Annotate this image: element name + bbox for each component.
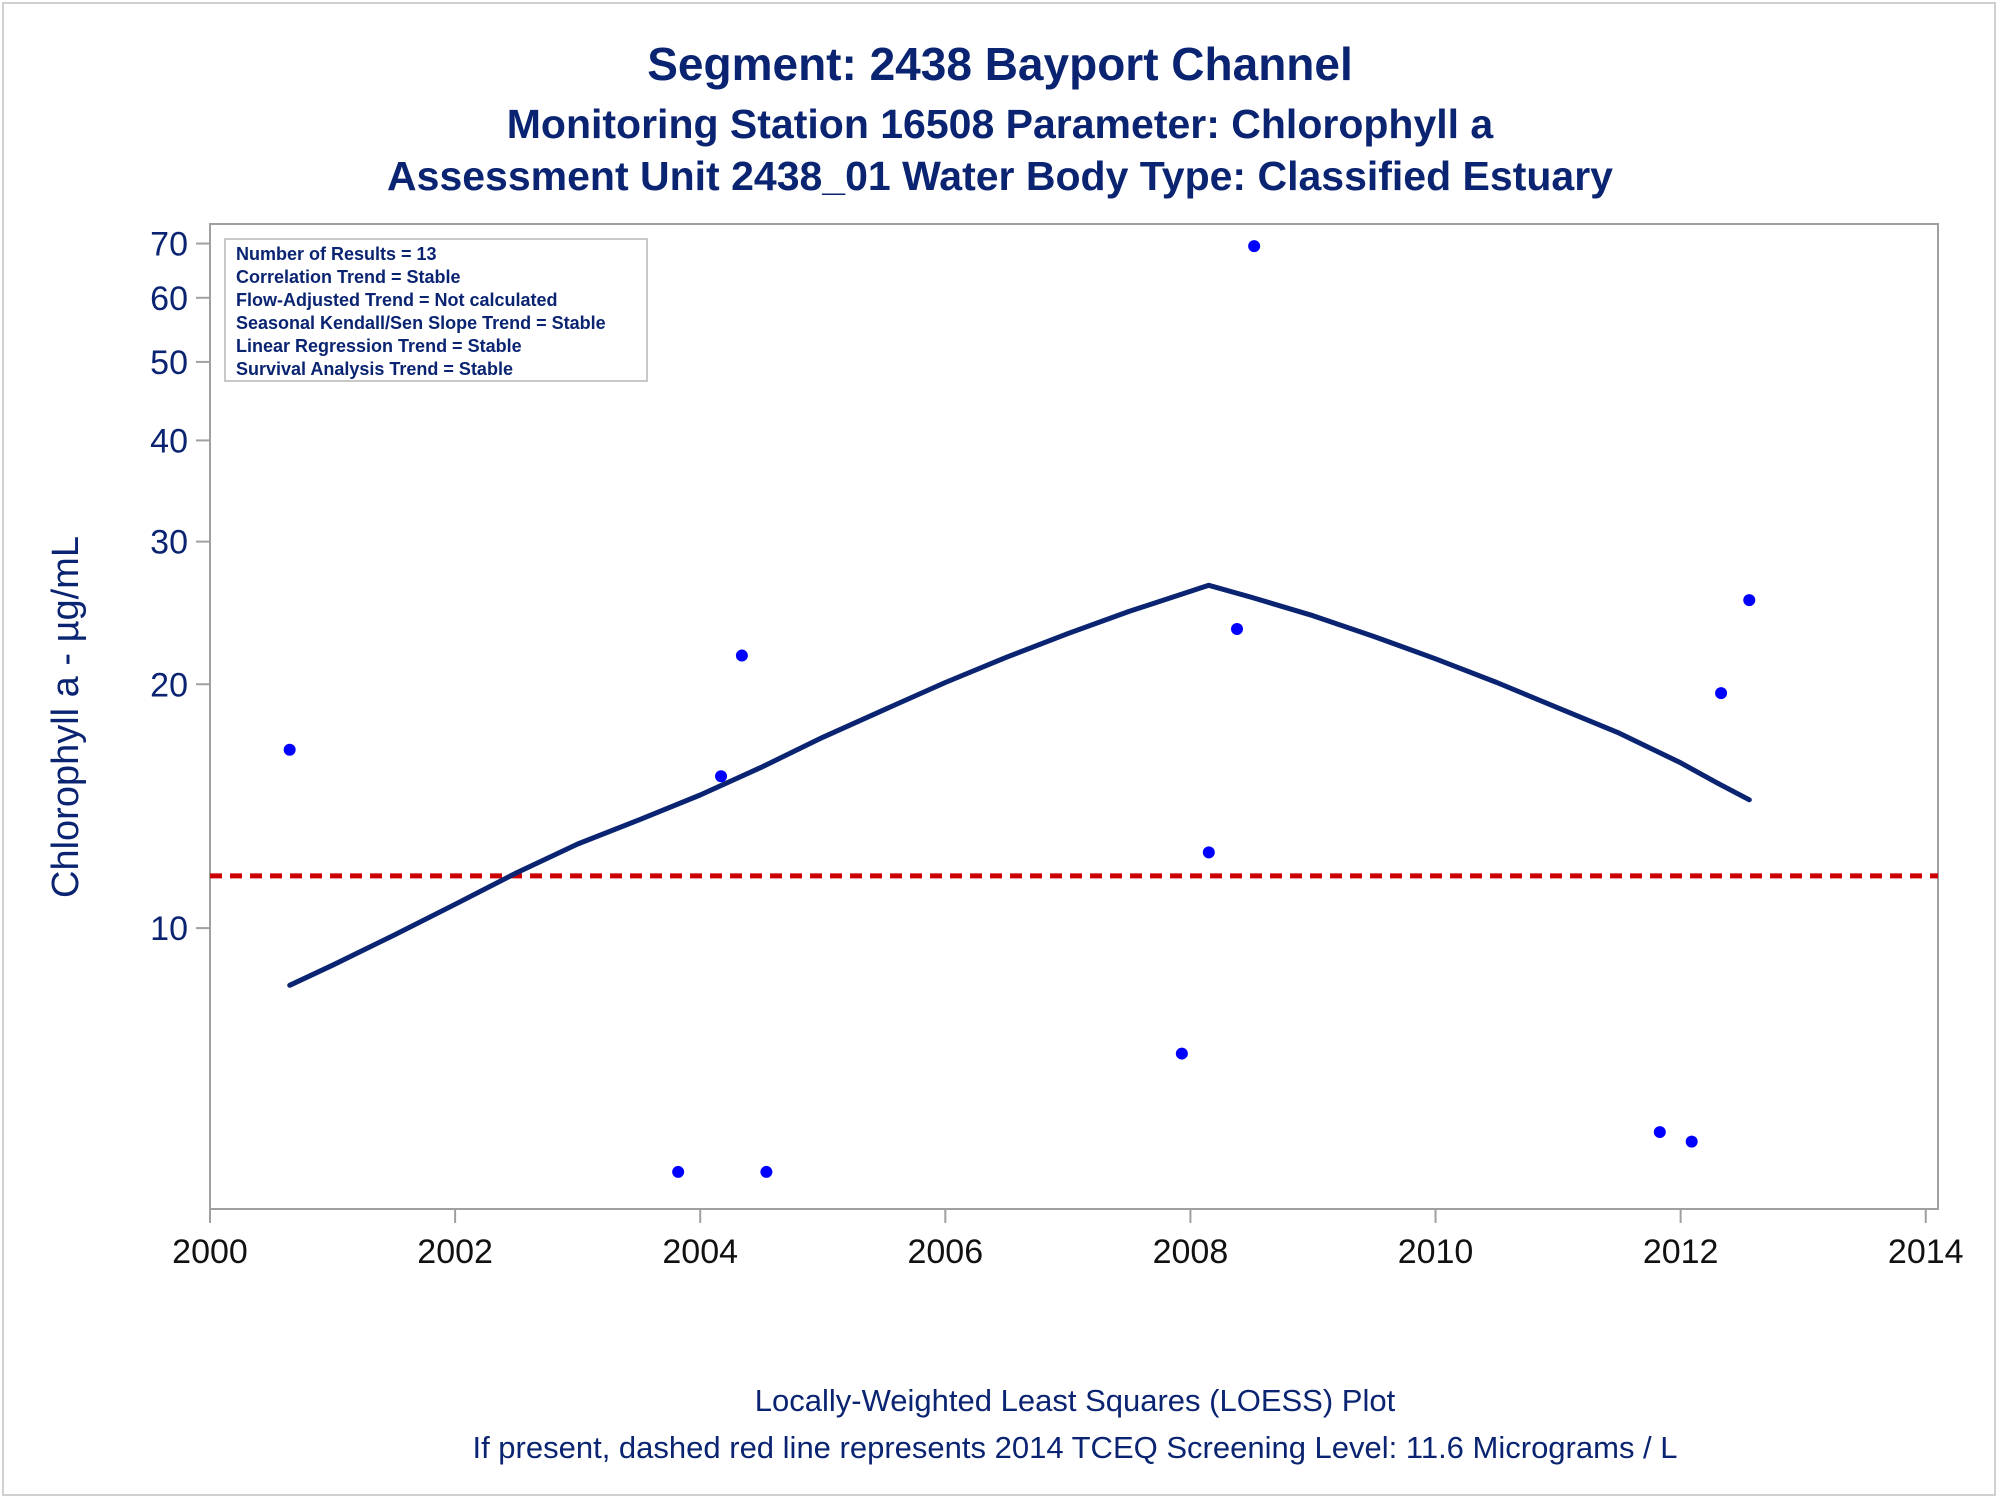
x-tick-label: 2000 — [172, 1233, 248, 1271]
x-axis: 2000 2002 2004 2006 2008 2010 2012 2014 — [172, 1209, 1964, 1271]
data-point — [1715, 687, 1728, 700]
points-layer — [283, 240, 1756, 1178]
stats-line: Survival Analysis Trend = Stable — [236, 359, 513, 379]
y-tick-label: 40 — [150, 422, 188, 460]
y-tick-label: 70 — [150, 226, 188, 264]
stats-box-frame — [224, 238, 648, 382]
y-axis-label: Chlorophyll a - µg/mL — [45, 536, 87, 898]
chart-subtitle-2: Assessment Unit 2438_01 Water Body Type:… — [387, 153, 1613, 199]
y-tick-label: 10 — [150, 910, 188, 948]
x-tick-label: 2012 — [1643, 1233, 1719, 1271]
data-point — [1743, 594, 1756, 607]
data-point — [1653, 1126, 1666, 1139]
chart-subtitle: Monitoring Station 16508 Parameter: Chlo… — [507, 101, 1495, 147]
data-point — [1230, 623, 1243, 636]
y-tick-label: 30 — [150, 524, 188, 562]
x-tick-label: 2008 — [1153, 1233, 1229, 1271]
stats-line: Correlation Trend = Stable — [236, 267, 461, 287]
loess-layer — [287, 582, 1752, 988]
data-point — [1685, 1135, 1698, 1148]
plot-area — [209, 223, 1939, 1210]
data-point — [715, 770, 728, 783]
data-point — [760, 1165, 773, 1178]
x-tick-label: 2014 — [1888, 1233, 1964, 1271]
stats-box: Number of Results = 13 Correlation Trend … — [224, 238, 648, 382]
x-tick-label: 2004 — [662, 1233, 738, 1271]
stats-line: Number of Results = 13 — [236, 244, 437, 264]
x-tick-label: 2002 — [417, 1233, 493, 1271]
y-tick-label: 50 — [150, 344, 188, 382]
x-tick-label: 2010 — [1398, 1233, 1474, 1271]
footnote-loess: Locally-Weighted Least Squares (LOESS) P… — [755, 1383, 1396, 1418]
stats-line: Flow-Adjusted Trend = Not calculated — [236, 290, 558, 310]
footnote-screening: If present, dashed red line represents 2… — [472, 1430, 1677, 1465]
data-point — [1248, 240, 1261, 253]
y-axis: 10 20 30 40 50 60 70 — [150, 226, 210, 948]
loess-line — [287, 582, 1752, 988]
chart-title: Segment: 2438 Bayport Channel — [647, 38, 1353, 90]
data-point — [1175, 1047, 1188, 1060]
data-point — [283, 743, 296, 756]
y-tick-label: 60 — [150, 280, 188, 318]
data-point — [672, 1165, 685, 1178]
y-tick-label: 20 — [150, 666, 188, 704]
data-point — [735, 649, 748, 662]
stats-line: Seasonal Kendall/Sen Slope Trend = Stabl… — [236, 313, 606, 333]
data-point — [1202, 846, 1215, 859]
x-tick-label: 2006 — [907, 1233, 983, 1271]
stats-line: Linear Regression Trend = Stable — [236, 336, 522, 356]
